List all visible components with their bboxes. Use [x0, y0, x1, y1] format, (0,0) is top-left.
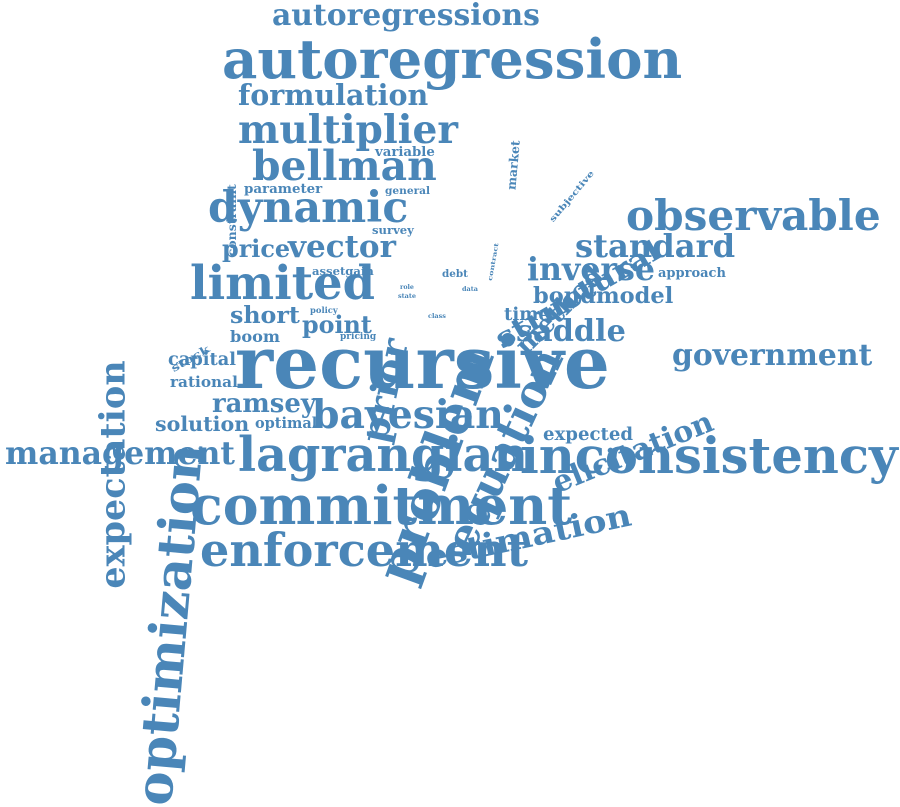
word-point: point	[302, 310, 372, 339]
word-inconsistency: inconsistency	[520, 427, 898, 485]
word-optimal: optimal	[255, 414, 318, 432]
word-autoregressions: autoregressions	[272, 0, 540, 33]
word-constraint: constraint	[223, 183, 239, 256]
word-class: class	[428, 311, 446, 320]
word-short: short	[230, 301, 300, 329]
word-autoregression: autoregression	[222, 26, 683, 91]
word-government: government	[672, 338, 873, 373]
word-ramsey: ramsey	[212, 389, 316, 419]
word-recursive: recursive	[235, 321, 610, 406]
word-parameter: parameter	[244, 180, 323, 197]
word-observable: observable	[626, 190, 881, 240]
word-market: market	[503, 139, 523, 191]
word-survey: survey	[372, 223, 414, 237]
word-bondmodel: bondmodel	[533, 283, 674, 309]
word-expected: expected	[543, 424, 634, 445]
word-cloud: recursive autoregression autoregressions…	[5, 0, 898, 807]
word-role: role	[400, 283, 414, 291]
word-policy: policy	[310, 304, 338, 315]
word-general: general	[385, 184, 431, 197]
word-commitment: commitment	[190, 473, 573, 537]
word-capital: capital	[168, 349, 237, 370]
word-dynamic: dynamic	[208, 182, 409, 233]
word-subjective: subjective	[546, 168, 596, 224]
word-state: state	[398, 292, 417, 300]
word-bayesian: bayesian	[312, 391, 504, 438]
word-solution: solution	[155, 411, 250, 436]
word-management: management	[5, 435, 235, 472]
word-lagrangian: lagrangian	[238, 427, 529, 483]
word-multiplier: multiplier	[238, 106, 458, 153]
word-formulation: formulation	[238, 77, 429, 112]
word-rational: rational	[170, 372, 238, 391]
word-assetgain: assetgain	[312, 264, 374, 278]
word-bellman: bellman	[252, 141, 437, 190]
word-variable: variable	[375, 144, 435, 160]
word-contract: contract	[486, 242, 501, 282]
word-vector: vector	[288, 228, 396, 265]
word-boom: boom	[230, 327, 281, 346]
word-price: price	[222, 235, 291, 263]
word-pricing: pricing	[340, 331, 377, 342]
word-approach: approach	[658, 265, 726, 281]
word-limited: limited	[190, 255, 375, 310]
word-standard: standard	[575, 227, 736, 265]
word-expectation: expectation	[92, 359, 134, 589]
word-data: data	[462, 284, 478, 293]
word-time: time	[504, 304, 550, 325]
word-enforcement: enforcement	[200, 523, 528, 577]
word-saddle: saddle	[516, 314, 626, 349]
word-inverse: inverse	[527, 251, 655, 288]
word-debt: debt	[442, 268, 468, 280]
